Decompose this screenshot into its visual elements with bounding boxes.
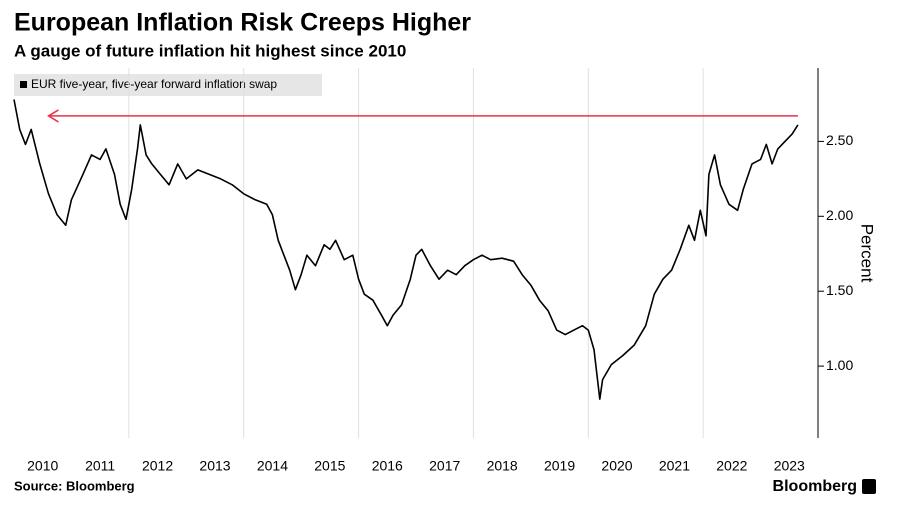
y-tick-label: 2.50: [826, 132, 853, 148]
x-tick-label: 2021: [659, 458, 690, 474]
x-tick-label: 2017: [429, 458, 460, 474]
source: Source: Bloomberg: [14, 478, 135, 493]
brand-icon: [862, 479, 876, 494]
x-tick-label: 2019: [544, 458, 575, 474]
x-tick-label: 2011: [85, 458, 115, 474]
x-tick-label: 2013: [199, 458, 230, 474]
x-tick-label: 2012: [142, 458, 173, 474]
brand: Bloomberg: [773, 478, 857, 495]
x-tick-label: 2010: [27, 458, 58, 474]
legend-box: [14, 74, 322, 96]
x-tick-label: 2023: [774, 458, 805, 474]
x-tick-label: 2022: [716, 458, 747, 474]
chart-title: European Inflation Risk Creeps Higher: [14, 9, 471, 37]
x-tick-label: 2016: [372, 458, 403, 474]
legend-swatch: [20, 81, 27, 88]
series-line: [13, 99, 799, 400]
y-tick-label: 1.50: [826, 282, 853, 298]
x-tick-label: 2014: [257, 458, 288, 474]
reference-arrowhead: [46, 109, 59, 123]
x-tick-label: 2018: [487, 458, 518, 474]
y-tick-label: 1.00: [826, 357, 853, 373]
legend-label: EUR five-year, five-year forward inflati…: [31, 77, 277, 91]
y-axis-label: Percent: [858, 224, 877, 283]
chart-subtitle: A gauge of future inflation hit highest …: [14, 41, 406, 60]
y-tick-label: 2.00: [826, 207, 853, 223]
x-tick-label: 2020: [601, 458, 632, 474]
x-tick-label: 2015: [314, 458, 345, 474]
